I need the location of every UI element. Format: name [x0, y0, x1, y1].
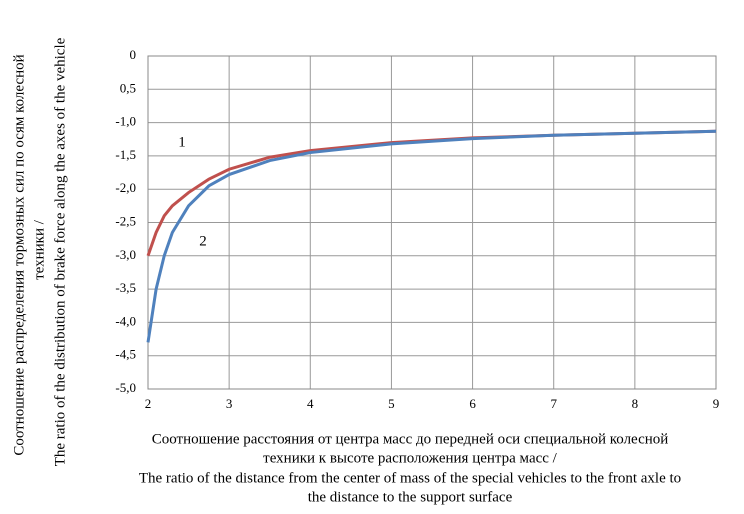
x-axis-label: Соотношение расстояния от центра масс до… [152, 431, 669, 447]
x-tick-label: 4 [307, 396, 314, 411]
x-tick-label: 3 [226, 396, 233, 411]
x-axis-label: the distance to the support surface [308, 489, 513, 505]
y-tick-label: -4,0 [115, 313, 136, 328]
y-label-group: The ratio of the distribution of brake f… [52, 37, 68, 466]
y-tick-label: -3,5 [115, 280, 136, 295]
x-tick-label: 6 [469, 396, 476, 411]
y-axis-label: Соотношение распределения тормозных сил … [11, 54, 27, 455]
y-tick-label: -1,0 [115, 114, 136, 129]
y-tick-label: -4,5 [115, 347, 136, 362]
y-tick-label: 0,5 [120, 80, 136, 95]
y-label-group: техники / [31, 219, 47, 280]
series-label: 2 [199, 233, 207, 249]
line-series [146, 129, 717, 257]
y-label-group: Соотношение распределения тормозных сил … [11, 54, 27, 455]
x-tick-label: 8 [632, 396, 639, 411]
y-tick-label: -3,0 [115, 247, 136, 262]
y-tick-label: -2,5 [115, 213, 136, 228]
y-tick-label: 0 [130, 47, 137, 62]
y-tick-label: -2,0 [115, 180, 136, 195]
x-tick-label: 2 [145, 396, 152, 411]
x-tick-label: 9 [713, 396, 720, 411]
y-tick-label: -1,5 [115, 147, 136, 162]
line-series [146, 129, 717, 343]
x-axis-label: The ratio of the distance from the cente… [139, 470, 681, 486]
x-tick-label: 5 [388, 396, 395, 411]
y-axis-label: The ratio of the distribution of brake f… [52, 37, 68, 466]
y-tick-label: -5,0 [115, 380, 136, 395]
x-tick-label: 7 [550, 396, 557, 411]
series-label: 1 [178, 134, 186, 150]
plot-border [147, 55, 717, 390]
x-axis-label: техники к высоте расположения центра мас… [263, 450, 558, 466]
y-axis-label: техники / [31, 219, 47, 280]
